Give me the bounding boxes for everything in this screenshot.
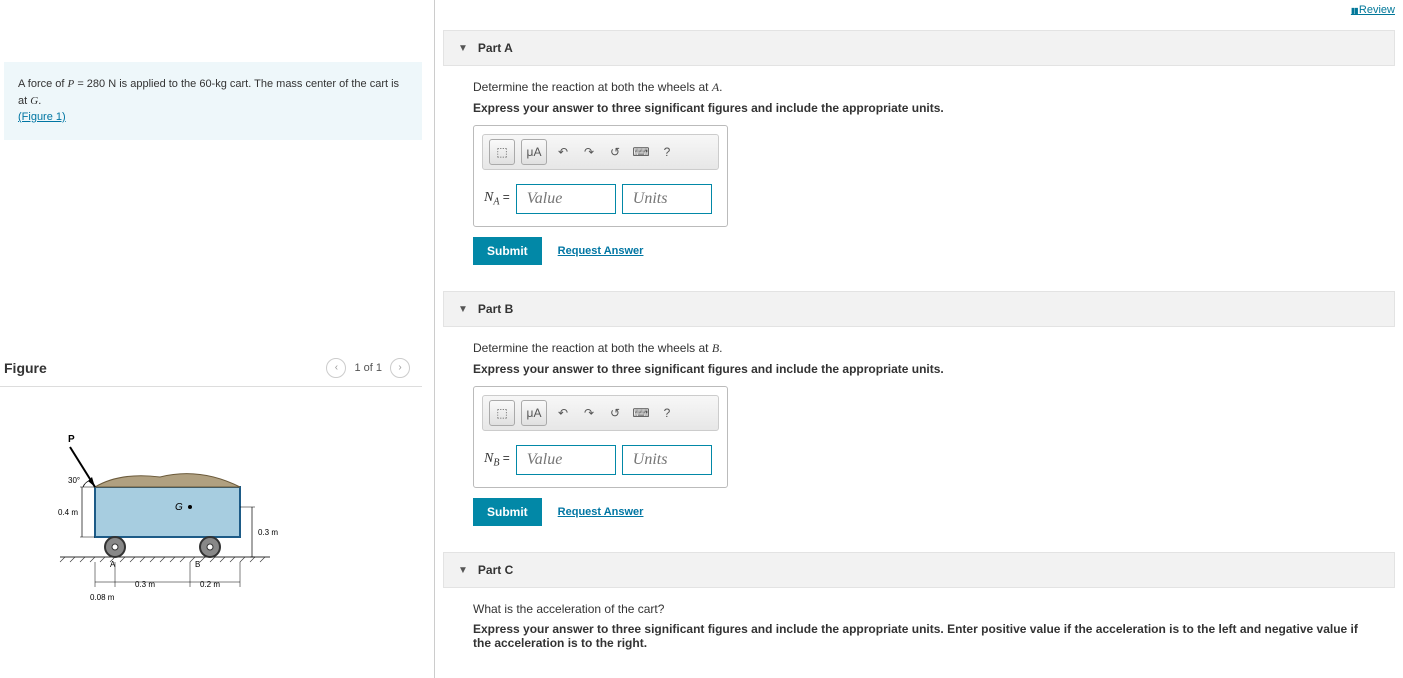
pager-next-button[interactable]: ›	[390, 358, 410, 378]
part-a-bold-instruction: Express your answer to three significant…	[473, 101, 1365, 115]
part-b-request-answer-link[interactable]: Request Answer	[558, 506, 644, 518]
text: .	[719, 80, 722, 94]
redo-button[interactable]: ↷	[579, 139, 599, 165]
part-c-bold-instruction: Express your answer to three significant…	[473, 622, 1365, 650]
collapse-icon: ▼	[458, 43, 468, 54]
part-a-var: NA =	[484, 190, 510, 207]
problem-statement: A force of P = 280 N is applied to the 6…	[4, 62, 422, 140]
part-c-title: Part C	[478, 563, 513, 577]
part-a-toolbar: ⬚ μA ↶ ↷ ↺ ⌨ ?	[482, 134, 719, 170]
text: Determine the reaction at both the wheel…	[473, 80, 712, 94]
ua-button[interactable]: μA	[521, 400, 547, 426]
var-n: N	[484, 190, 493, 205]
figure-header: Figure ‹ 1 of 1 ›	[0, 348, 422, 387]
reset-button[interactable]: ↺	[605, 139, 625, 165]
help-button[interactable]: ?	[657, 139, 677, 165]
part-a-answer-box: ⬚ μA ↶ ↷ ↺ ⌨ ? NA =	[473, 125, 728, 227]
part-a-title: Part A	[478, 41, 513, 55]
part-a-instruction: Determine the reaction at both the wheel…	[473, 80, 1365, 95]
part-b-var: NB =	[484, 451, 510, 468]
figure-pager: ‹ 1 of 1 ›	[326, 358, 410, 378]
figure-area: A B G P 30° 0.4 m 0.3 m	[0, 387, 434, 630]
part-c-instruction: What is the acceleration of the cart?	[473, 602, 1365, 616]
review-link[interactable]: Review	[1351, 4, 1395, 16]
dim-0.08m: 0.08 m	[90, 593, 115, 602]
text: A force of	[18, 78, 68, 90]
part-a-request-answer-link[interactable]: Request Answer	[558, 245, 644, 257]
text: Determine the reaction at both the wheel…	[473, 341, 712, 355]
angle-label: 30°	[68, 476, 80, 485]
pager-text: 1 of 1	[354, 362, 382, 374]
part-c-header[interactable]: ▼ Part C	[443, 552, 1395, 588]
g-var: G	[30, 95, 38, 107]
part-b-toolbar: ⬚ μA ↶ ↷ ↺ ⌨ ?	[482, 395, 719, 431]
undo-button[interactable]: ↶	[553, 400, 573, 426]
text: .	[38, 95, 41, 107]
part-a-input-row: NA =	[474, 178, 727, 226]
redo-button[interactable]: ↷	[579, 400, 599, 426]
figure-title: Figure	[4, 360, 47, 376]
part-a-units-input[interactable]	[622, 184, 712, 214]
part-b-instruction: Determine the reaction at both the wheel…	[473, 341, 1365, 356]
collapse-icon: ▼	[458, 304, 468, 315]
g-label: G	[175, 502, 183, 513]
dim-0.2m: 0.2 m	[200, 580, 220, 589]
part-a-submit-button[interactable]: Submit	[473, 237, 542, 265]
force-label: P	[68, 434, 75, 445]
part-b-units-input[interactable]	[622, 445, 712, 475]
part-b-input-row: NB =	[474, 439, 727, 487]
left-column: A force of P = 280 N is applied to the 6…	[0, 0, 435, 678]
help-button[interactable]: ?	[657, 400, 677, 426]
figure-svg: A B G P 30° 0.4 m 0.3 m	[40, 407, 300, 607]
text: .	[719, 341, 722, 355]
eq: =	[499, 451, 509, 465]
template-button[interactable]: ⬚	[489, 400, 515, 426]
pager-prev-button[interactable]: ‹	[326, 358, 346, 378]
part-a-body: Determine the reaction at both the wheel…	[443, 66, 1395, 283]
dim-0.3m-v: 0.3 m	[258, 528, 278, 537]
dim-0.3m-h: 0.3 m	[135, 580, 155, 589]
right-column: Review ▼ Part A Determine the reaction a…	[435, 0, 1403, 678]
part-a-value-input[interactable]	[516, 184, 616, 214]
dim-0.4m: 0.4 m	[58, 508, 78, 517]
template-button[interactable]: ⬚	[489, 139, 515, 165]
part-b-value-input[interactable]	[516, 445, 616, 475]
part-a-submit-row: Submit Request Answer	[473, 237, 1365, 265]
var-n: N	[484, 451, 493, 466]
part-b-body: Determine the reaction at both the wheel…	[443, 327, 1395, 544]
undo-button[interactable]: ↶	[553, 139, 573, 165]
part-b-answer-box: ⬚ μA ↶ ↷ ↺ ⌨ ? NB =	[473, 386, 728, 488]
part-b-bold-instruction: Express your answer to three significant…	[473, 362, 1365, 376]
problem-text: A force of P = 280 N is applied to the 6…	[18, 78, 399, 107]
part-b-submit-row: Submit Request Answer	[473, 498, 1365, 526]
eq: =	[499, 190, 509, 204]
part-b-submit-button[interactable]: Submit	[473, 498, 542, 526]
keyboard-button[interactable]: ⌨	[631, 139, 651, 165]
part-a-header[interactable]: ▼ Part A	[443, 30, 1395, 66]
part-b-title: Part B	[478, 302, 513, 316]
part-c-body: What is the acceleration of the cart? Ex…	[443, 588, 1395, 678]
text: = 280 N	[74, 78, 116, 90]
figure-link[interactable]: (Figure 1)	[18, 111, 66, 123]
reset-button[interactable]: ↺	[605, 400, 625, 426]
keyboard-button[interactable]: ⌨	[631, 400, 651, 426]
ua-button[interactable]: μA	[521, 139, 547, 165]
collapse-icon: ▼	[458, 565, 468, 576]
part-b-header[interactable]: ▼ Part B	[443, 291, 1395, 327]
